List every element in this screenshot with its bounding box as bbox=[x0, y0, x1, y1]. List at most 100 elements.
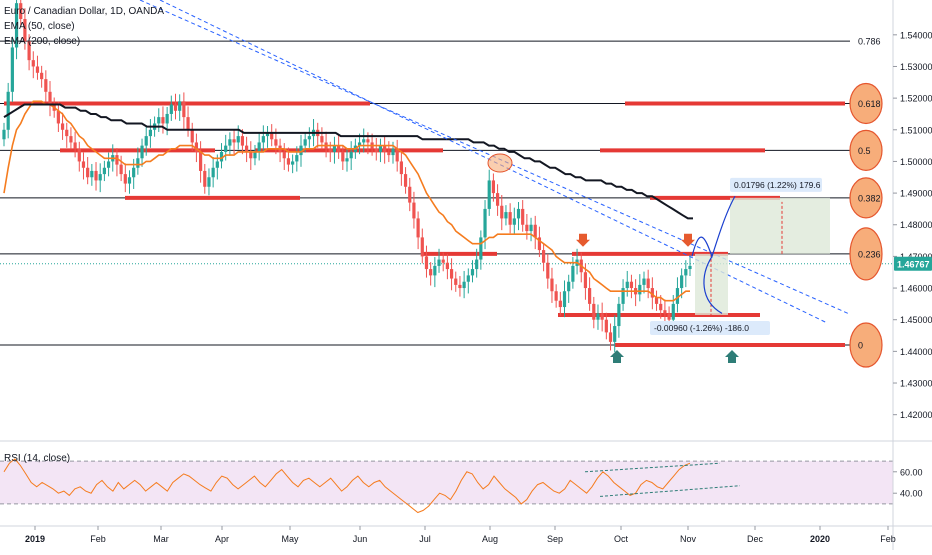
price-tick-label: 1.52000 bbox=[900, 94, 932, 104]
candle-body bbox=[81, 161, 86, 168]
price-tick-label: 1.42000 bbox=[900, 410, 932, 420]
candle-body bbox=[529, 224, 533, 232]
candle-body bbox=[491, 180, 496, 194]
candle-body bbox=[583, 272, 588, 289]
fib-label: 0.382 bbox=[858, 193, 881, 203]
price-axis[interactable]: 1.54000 1.53000 1.52000 1.51000 1.50000 1.490… bbox=[892, 0, 932, 550]
candle-body bbox=[31, 60, 35, 67]
candle-body bbox=[567, 281, 571, 292]
time-tick-label: Feb bbox=[880, 534, 896, 544]
time-tick-label: 2019 bbox=[25, 534, 45, 544]
candle-body bbox=[541, 250, 546, 263]
candle-body bbox=[629, 281, 634, 289]
symbol-title[interactable]: Euro / Canadian Dollar, 1D, OANDA bbox=[4, 6, 165, 17]
candle-body bbox=[362, 139, 366, 143]
candle-body bbox=[257, 142, 261, 152]
candle-body bbox=[449, 269, 454, 279]
candle-body bbox=[274, 139, 278, 146]
ema50-legend[interactable]: EMA (50, close) bbox=[4, 21, 75, 32]
time-axis[interactable]: 2019 Feb Mar Apr May Jun Jul Aug Sep Oct Nov Dec 202… bbox=[0, 525, 932, 544]
price-tick-label: 1.48000 bbox=[900, 220, 932, 230]
last-price-tag bbox=[894, 256, 932, 271]
candle-body bbox=[508, 212, 512, 225]
price-tick-label: 1.46000 bbox=[900, 284, 932, 294]
last-price-label: 1.46767 bbox=[897, 259, 930, 269]
rsi-legend[interactable]: RSI (14, close) bbox=[4, 453, 71, 464]
ema50-line bbox=[3, 100, 690, 302]
candle-body bbox=[479, 237, 483, 260]
candle-body bbox=[106, 161, 111, 168]
up-arrow-icon bbox=[725, 349, 739, 363]
ema200-legend[interactable]: EMA (200, close) bbox=[4, 36, 81, 47]
candle-body bbox=[562, 291, 567, 308]
candle-body bbox=[608, 332, 613, 342]
rsi-panel bbox=[0, 458, 893, 514]
time-tick-label: Aug bbox=[482, 534, 498, 544]
candle-body bbox=[211, 167, 215, 178]
candle-body bbox=[613, 326, 617, 342]
candle-body bbox=[173, 104, 178, 111]
candle-body bbox=[2, 129, 6, 140]
up-arrow-icon bbox=[610, 349, 624, 363]
rsi-axis[interactable]: 60.00 40.00 bbox=[893, 467, 923, 499]
candle-body bbox=[408, 186, 412, 203]
candle-body bbox=[249, 151, 253, 159]
candle-body bbox=[10, 47, 14, 92]
candle-body bbox=[73, 142, 77, 149]
candle-body bbox=[169, 104, 173, 114]
candle-body bbox=[554, 291, 558, 301]
candle-body bbox=[157, 117, 161, 124]
candle-body bbox=[671, 303, 675, 320]
candle-body bbox=[291, 161, 295, 165]
candle-body bbox=[433, 265, 437, 276]
candle-body bbox=[550, 278, 554, 292]
time-tick-label: Sep bbox=[547, 534, 563, 544]
candle-body bbox=[140, 145, 144, 159]
measure-up-label: 0.01796 (1.22%) 179.6 bbox=[734, 180, 821, 190]
candle-body bbox=[282, 151, 286, 159]
candle-body bbox=[307, 136, 311, 140]
candle-body bbox=[119, 164, 123, 175]
candle-body bbox=[445, 262, 449, 270]
candle-body bbox=[399, 161, 403, 175]
candle-body bbox=[14, 3, 19, 48]
candle-body bbox=[245, 145, 249, 152]
measure-up-box bbox=[730, 177, 822, 192]
candle-body bbox=[383, 145, 387, 152]
candle-body bbox=[123, 174, 127, 184]
candle-body bbox=[69, 136, 73, 143]
rsi-line bbox=[3, 458, 691, 514]
candle-body bbox=[646, 278, 650, 289]
candle-body bbox=[420, 237, 424, 257]
time-tick-label: Apr bbox=[215, 534, 229, 544]
candle-body bbox=[127, 177, 132, 184]
time-tick-label: Dec bbox=[747, 534, 764, 544]
candle-body bbox=[454, 278, 458, 285]
price-tick-label: 1.43000 bbox=[900, 379, 932, 389]
projection-down-path bbox=[703, 256, 723, 314]
candle-body bbox=[688, 265, 692, 270]
fib-label: 0.618 bbox=[858, 99, 881, 109]
candle-body bbox=[102, 167, 106, 175]
candle-body bbox=[588, 288, 592, 304]
price-tick-label: 1.51000 bbox=[900, 125, 932, 135]
time-tick-label: Jul bbox=[419, 534, 431, 544]
candle-body bbox=[332, 145, 337, 152]
fib-levels bbox=[0, 40, 893, 346]
candle-body bbox=[625, 281, 629, 289]
candle-body bbox=[198, 151, 203, 171]
price-tick-label: 1.53000 bbox=[900, 62, 932, 72]
price-tick-label: 1.45000 bbox=[900, 315, 932, 325]
candle-body bbox=[190, 129, 194, 143]
candle-body bbox=[617, 303, 621, 327]
candle-body bbox=[366, 139, 370, 143]
candle-body bbox=[236, 136, 240, 143]
candle-body bbox=[56, 110, 60, 124]
candle-body bbox=[132, 167, 136, 178]
candle-body bbox=[165, 113, 169, 124]
time-tick-label: May bbox=[281, 534, 299, 544]
candle-body bbox=[219, 151, 224, 162]
time-tick-label: 2020 bbox=[810, 534, 830, 544]
candle-body bbox=[487, 180, 491, 209]
